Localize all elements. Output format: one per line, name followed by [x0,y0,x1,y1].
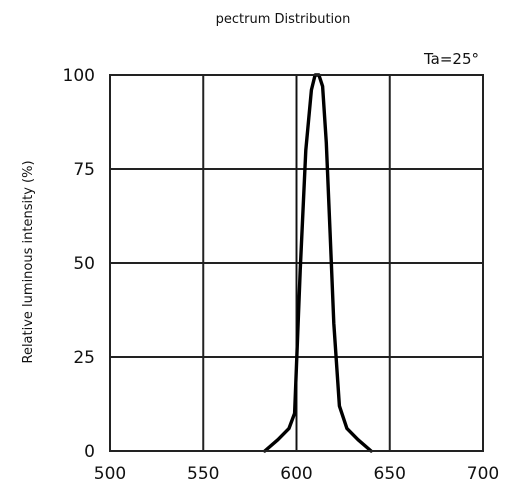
y-tick-label: 50 [73,254,95,274]
plot-frame [109,74,484,452]
x-tick-label: 700 [467,464,499,484]
temperature-annotation: Ta=25° [423,50,479,68]
y-tick-label: 0 [84,442,95,462]
x-tick-label: 600 [280,464,312,484]
tick-labels: 500 550 600 650 700 0 25 50 75 100 [63,66,500,484]
y-tick-label: 75 [73,160,95,180]
x-tick-label: 500 [94,464,126,484]
chart-title: pectrum Distribution [216,12,351,27]
y-tick-label: 100 [63,66,95,86]
y-tick-label: 25 [73,348,95,368]
x-tick-label: 650 [374,464,406,484]
x-tick-label: 550 [187,464,219,484]
y-axis-label: Relative luminous intensity (%) [21,160,36,363]
